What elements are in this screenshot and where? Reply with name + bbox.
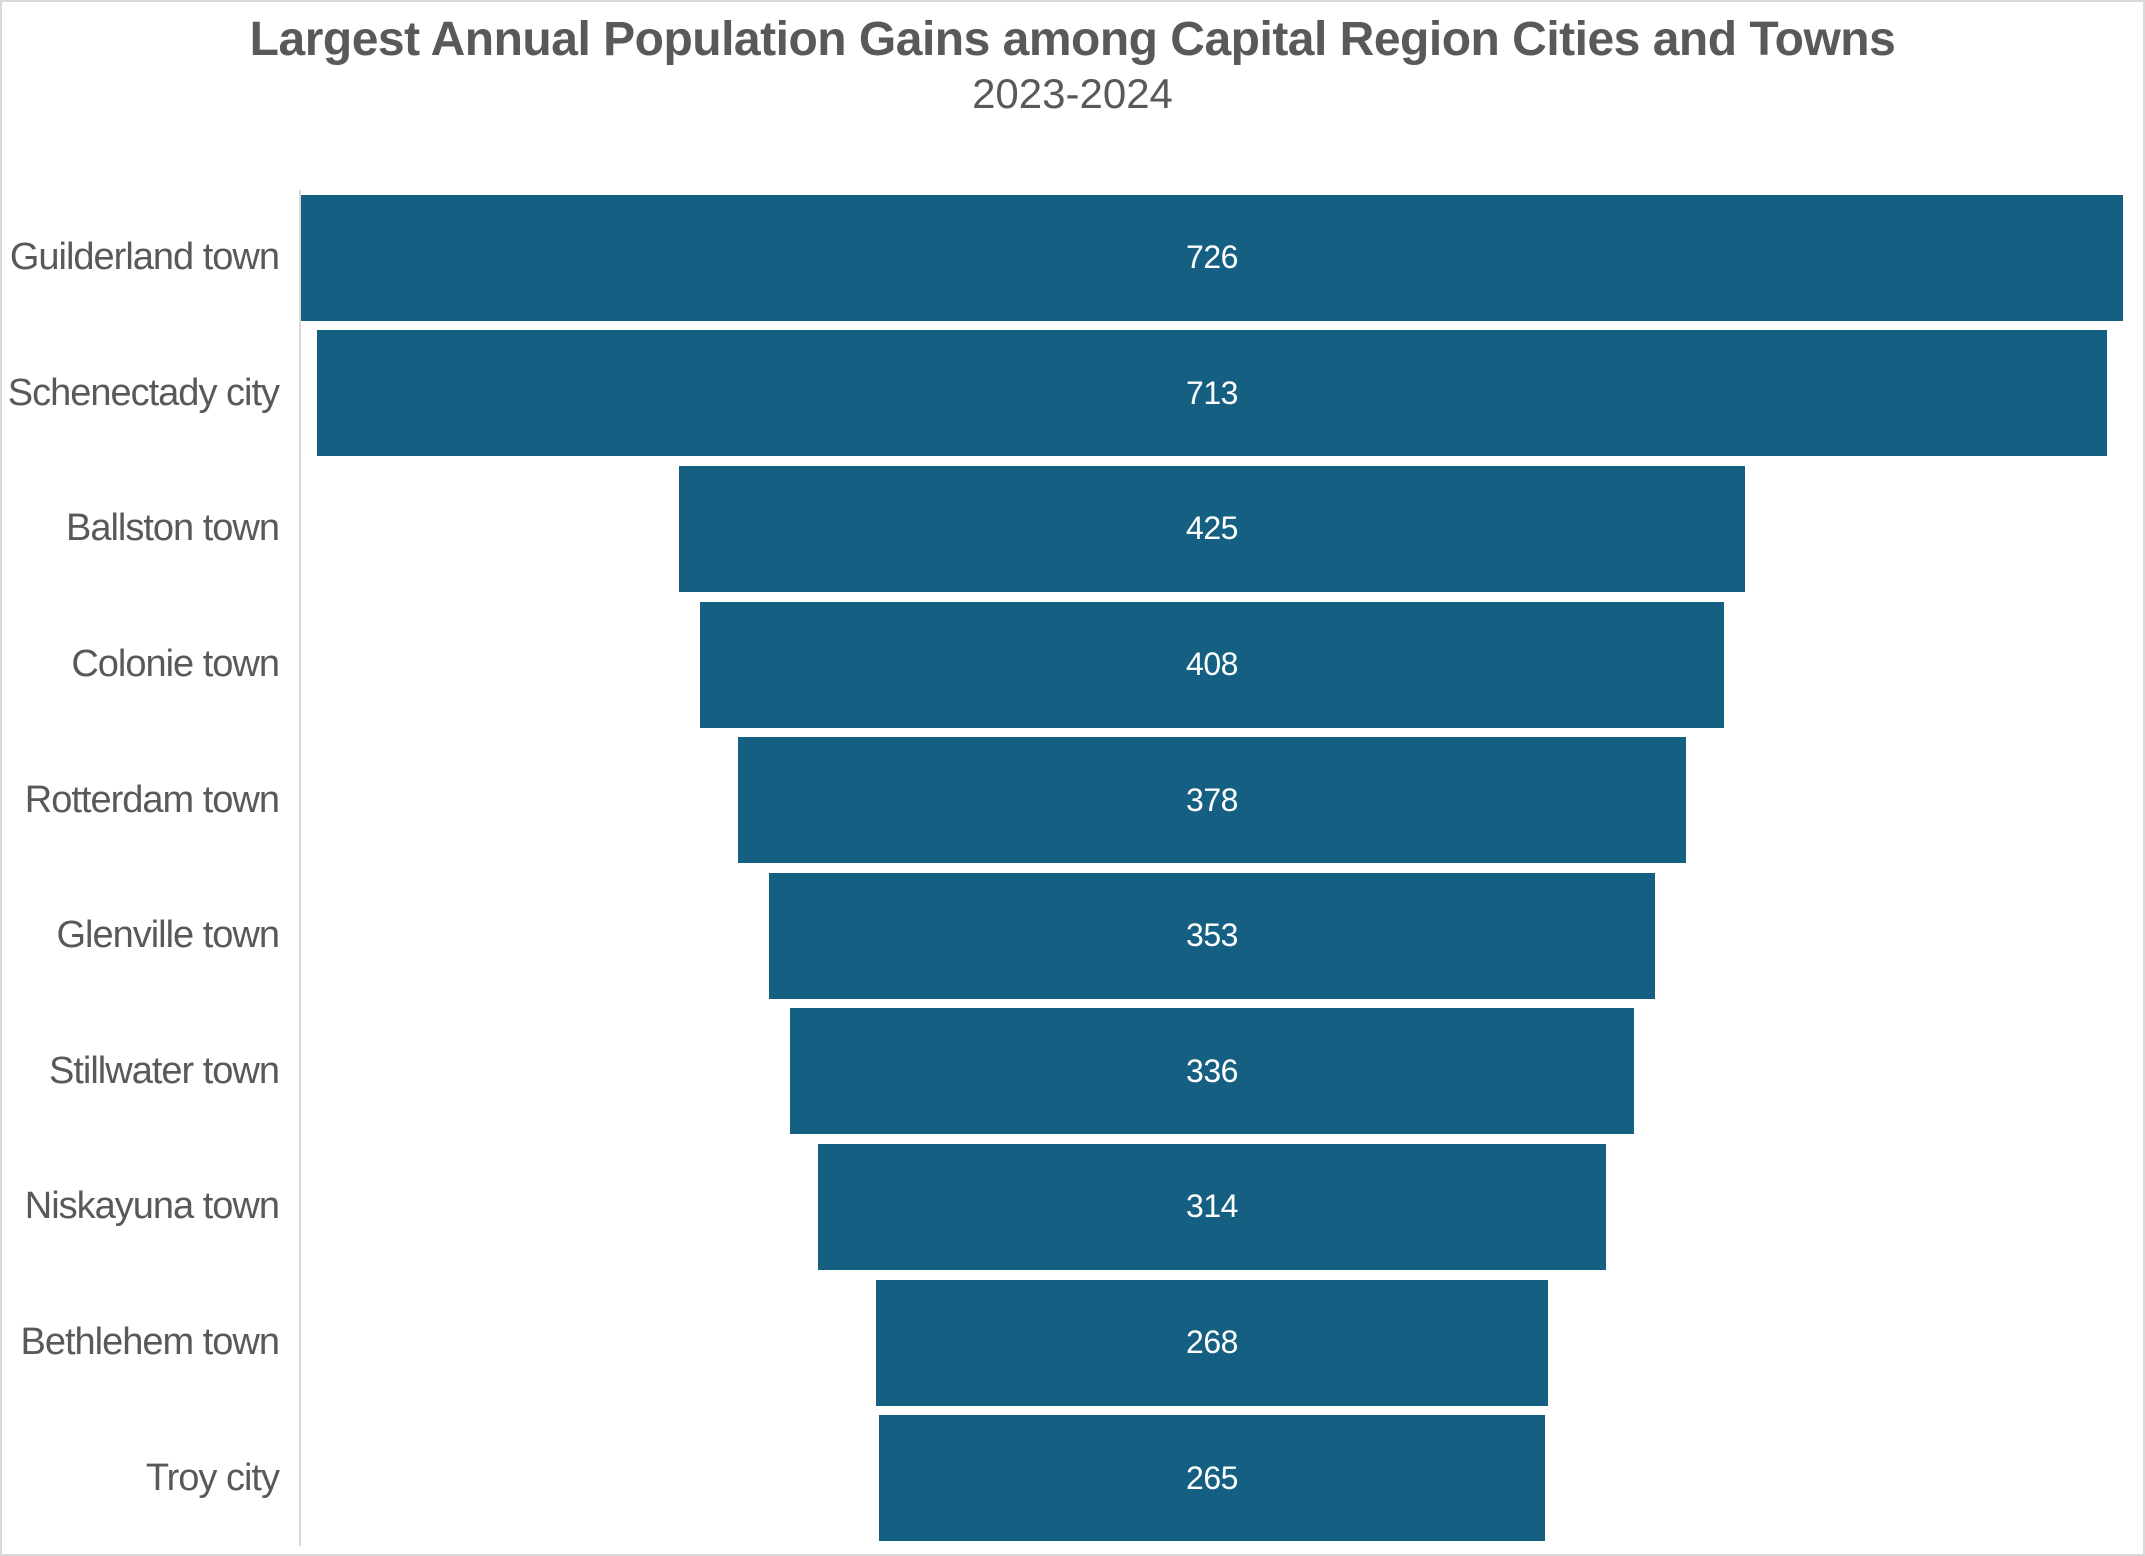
bar-value-label: 314 [1186, 1188, 1238, 1225]
chart-subtitle: 2023-2024 [972, 70, 1173, 118]
bar-value-label: 268 [1186, 1324, 1238, 1361]
funnel-bar: 314 [817, 1143, 1606, 1270]
category-axis-cell: Glenville town [2, 868, 299, 1004]
bar-value-label: 353 [1186, 917, 1238, 954]
category-label: Stillwater town [49, 1049, 280, 1092]
bar-cell: 425 [299, 461, 2143, 597]
category-axis-cell: Schenectady city [2, 326, 299, 462]
funnel-bar: 265 [879, 1415, 1545, 1542]
funnel-bar: 378 [737, 737, 1687, 864]
bar-cell: 378 [299, 732, 2143, 868]
chart-title: Largest Annual Population Gains among Ca… [249, 13, 1896, 66]
category-axis-cell: Colonie town [2, 597, 299, 733]
bar-value-label: 336 [1186, 1052, 1238, 1089]
bar-cell: 713 [299, 325, 2143, 462]
funnel-bar: 425 [678, 465, 1746, 592]
category-axis-cell: Niskayuna town [2, 1139, 299, 1275]
category-axis-cell: Guilderland town [2, 190, 299, 326]
category-label: Colonie town [71, 643, 280, 686]
bar-cell: 268 [299, 1274, 2143, 1411]
category-label: Ballston town [65, 507, 280, 550]
bar-cell: 726 [299, 190, 2143, 326]
bar-value-label: 425 [1186, 510, 1238, 547]
plot-area: Guilderland town 726 Schenectady city 71… [2, 190, 2143, 1546]
funnel-row: Troy city 265 [2, 1410, 2143, 1546]
funnel-bar: 353 [769, 872, 1655, 999]
category-axis-cell: Troy city [2, 1410, 299, 1546]
category-label: Schenectady city [7, 371, 280, 414]
funnel-bar: 336 [790, 1008, 1634, 1135]
funnel-bar: 726 [301, 194, 2123, 321]
bar-cell: 353 [299, 867, 2143, 1004]
bar-cell: 314 [299, 1139, 2143, 1275]
category-axis-cell: Bethlehem town [2, 1275, 299, 1411]
category-label: Rotterdam town [24, 778, 280, 821]
category-label: Glenville town [56, 914, 280, 957]
category-label: Troy city [145, 1456, 280, 1499]
bar-value-label: 378 [1186, 781, 1238, 818]
category-axis-cell: Rotterdam town [2, 732, 299, 868]
bar-value-label: 713 [1186, 374, 1238, 411]
bar-cell: 408 [299, 596, 2143, 733]
funnel-bar: 408 [700, 601, 1724, 728]
category-label: Guilderland town [9, 236, 280, 279]
funnel-row: Bethlehem town 268 [2, 1274, 2143, 1411]
bar-value-label: 408 [1186, 646, 1238, 683]
chart-header: Largest Annual Population Gains among Ca… [2, 12, 2143, 117]
funnel-row: Guilderland town 726 [2, 190, 2143, 326]
funnel-row: Stillwater town 336 [2, 1003, 2143, 1140]
bar-value-label: 265 [1186, 1459, 1238, 1496]
funnel-row: Niskayuna town 314 [2, 1139, 2143, 1275]
funnel-bar: 268 [875, 1279, 1549, 1406]
funnel-row: Glenville town 353 [2, 867, 2143, 1004]
funnel-bar: 713 [317, 330, 2107, 457]
bar-cell: 336 [299, 1003, 2143, 1140]
bar-cell: 265 [299, 1410, 2143, 1546]
bar-value-label: 726 [1186, 239, 1238, 276]
category-label: Bethlehem town [20, 1321, 280, 1364]
funnel-row: Colonie town 408 [2, 596, 2143, 733]
category-label: Niskayuna town [24, 1185, 280, 1228]
funnel-row: Rotterdam town 378 [2, 732, 2143, 868]
funnel-row: Ballston town 425 [2, 461, 2143, 597]
funnel-row: Schenectady city 713 [2, 325, 2143, 462]
category-axis-cell: Ballston town [2, 461, 299, 597]
category-axis-cell: Stillwater town [2, 1004, 299, 1140]
